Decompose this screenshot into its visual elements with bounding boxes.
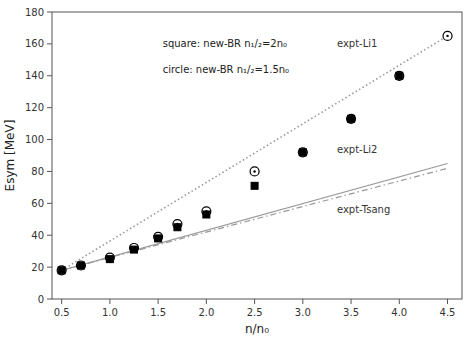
circle-point xyxy=(347,114,356,123)
circle-point xyxy=(130,243,139,252)
y-tick-label: 140 xyxy=(25,70,44,81)
y-tick-label: 40 xyxy=(31,230,44,241)
x-tick xyxy=(158,299,159,304)
x-tick-label: 4.5 xyxy=(440,307,456,318)
y-tick xyxy=(47,267,52,268)
circle-ring xyxy=(443,31,452,40)
annotation: circle: new-BR n₁/₂=1.5n₀ xyxy=(163,64,289,75)
line-label: expt-Li1 xyxy=(337,38,377,49)
plot-frame xyxy=(52,12,462,299)
x-tick xyxy=(447,299,448,304)
square-point xyxy=(77,262,84,269)
circle-point xyxy=(298,148,307,157)
y-tick xyxy=(47,203,52,204)
circle-ring xyxy=(250,167,259,176)
circle-point xyxy=(443,31,452,40)
y-tick xyxy=(47,299,52,300)
square-point xyxy=(299,149,306,156)
texts: expt-Li1 expt-Li2 expt-Tsang square: new-BR… xyxy=(163,38,391,215)
circle-ring xyxy=(130,243,139,252)
circle-point xyxy=(76,261,85,270)
square-point xyxy=(155,235,162,242)
x-axis-label: n/n₀ xyxy=(245,322,269,336)
square-point xyxy=(348,115,355,122)
x-tick xyxy=(302,299,303,304)
y-tick xyxy=(47,75,52,76)
line-solid xyxy=(62,163,448,270)
y-tick-label: 0 xyxy=(38,294,44,305)
x-tick-label: 4.0 xyxy=(391,307,407,318)
y-tick-label: 80 xyxy=(31,166,44,177)
x-tick xyxy=(399,299,400,304)
square-point xyxy=(203,211,210,218)
circle-point xyxy=(250,167,259,176)
y-tick xyxy=(47,171,52,172)
circle-ring xyxy=(347,114,356,123)
square-point xyxy=(106,256,113,263)
y-tick xyxy=(47,107,52,108)
chart: 0.5 1.0 1.5 2.0 2.5 3.0 3.5 4.0 4.5 0 20 40 60 80 100 1… xyxy=(0,0,474,341)
x-tick xyxy=(254,299,255,304)
circle-point xyxy=(154,232,163,241)
circle-center xyxy=(446,35,448,37)
square-point xyxy=(131,246,138,253)
x-tick-label: 1.5 xyxy=(150,307,166,318)
circle-ring xyxy=(154,232,163,241)
x-tick xyxy=(109,299,110,304)
square-point xyxy=(251,182,258,189)
plot-area xyxy=(57,31,452,274)
y-tick-label: 60 xyxy=(31,198,44,209)
x-tick-label: 0.5 xyxy=(54,307,70,318)
y-tick-label: 180 xyxy=(25,7,44,18)
y-tick xyxy=(47,43,52,44)
y-axis-label: Esym [MeV] xyxy=(3,120,17,192)
x-tick-label: 3.5 xyxy=(343,307,359,318)
y-tick xyxy=(47,139,52,140)
x-tick-label: 3.0 xyxy=(295,307,311,318)
x-tick-label: 1.0 xyxy=(102,307,118,318)
x-tick-label: 2.0 xyxy=(198,307,214,318)
x-tick xyxy=(61,299,62,304)
circle-point xyxy=(395,71,404,80)
line-dotted xyxy=(62,36,448,270)
circle-ring xyxy=(76,261,85,270)
square-point xyxy=(396,72,403,79)
line-dashdot xyxy=(62,168,448,270)
axes: 0.5 1.0 1.5 2.0 2.5 3.0 3.5 4.0 4.5 0 20 40 60 80 100 1… xyxy=(25,7,462,319)
circle-ring xyxy=(105,253,114,262)
line-label: expt-Li2 xyxy=(337,144,377,155)
y-tick-label: 100 xyxy=(25,134,44,145)
y-tick-label: 160 xyxy=(25,38,44,49)
circle-ring xyxy=(57,266,66,275)
y-tick-label: 120 xyxy=(25,102,44,113)
circle-ring xyxy=(298,148,307,157)
circle-center xyxy=(253,170,255,172)
line-label: expt-Tsang xyxy=(337,204,390,215)
circle-ring xyxy=(395,71,404,80)
x-tick xyxy=(351,299,352,304)
annotation: square: new-BR n₁/₂=2n₀ xyxy=(163,38,287,49)
square-point xyxy=(58,267,65,274)
square-point xyxy=(174,224,181,231)
x-tick xyxy=(206,299,207,304)
circle-point xyxy=(105,253,114,262)
circle-point xyxy=(57,266,66,275)
y-tick-label: 20 xyxy=(31,262,44,273)
x-tick-label: 2.5 xyxy=(247,307,263,318)
y-tick xyxy=(47,12,52,13)
y-tick xyxy=(47,235,52,236)
